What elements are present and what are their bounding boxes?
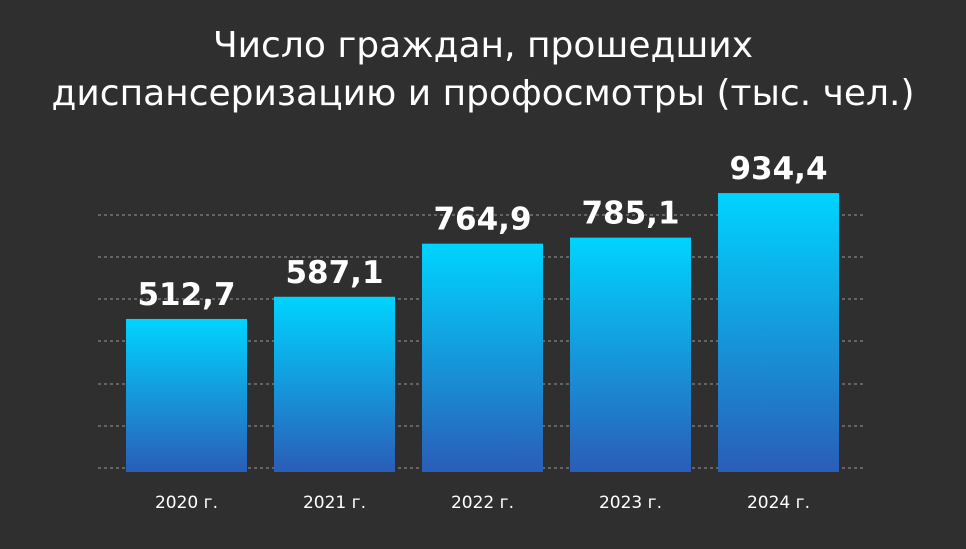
bar-value-label: 587,1 bbox=[285, 255, 383, 291]
category-labels: 2020 г. 2021 г. 2022 г. 2023 г. 2024 г. bbox=[155, 493, 810, 513]
category-label: 2023 г. bbox=[599, 493, 662, 513]
chart-title-line-1: Число граждан, прошедших bbox=[212, 25, 754, 66]
category-label: 2024 г. bbox=[747, 493, 810, 513]
category-label: 2021 г. bbox=[303, 493, 366, 513]
bars bbox=[126, 193, 839, 472]
bar-value-label: 512,7 bbox=[137, 277, 235, 313]
bar bbox=[126, 318, 247, 472]
bar-value-label: 934,4 bbox=[729, 151, 827, 187]
bar bbox=[718, 193, 839, 472]
bar-value-label: 785,1 bbox=[581, 196, 679, 232]
bar bbox=[274, 296, 395, 472]
value-labels: 512,7 587,1 764,9 785,1 934,4 bbox=[137, 151, 827, 313]
bar-value-label: 764,9 bbox=[433, 202, 531, 238]
chart-title: Число граждан, прошедших диспансеризацию… bbox=[0, 22, 966, 118]
chart-title-line-2: диспансеризацию и профосмотры (тыс. чел.… bbox=[51, 73, 915, 114]
category-label: 2022 г. bbox=[451, 493, 514, 513]
category-label: 2020 г. bbox=[155, 493, 218, 513]
bar bbox=[570, 237, 691, 472]
bar bbox=[422, 243, 543, 472]
